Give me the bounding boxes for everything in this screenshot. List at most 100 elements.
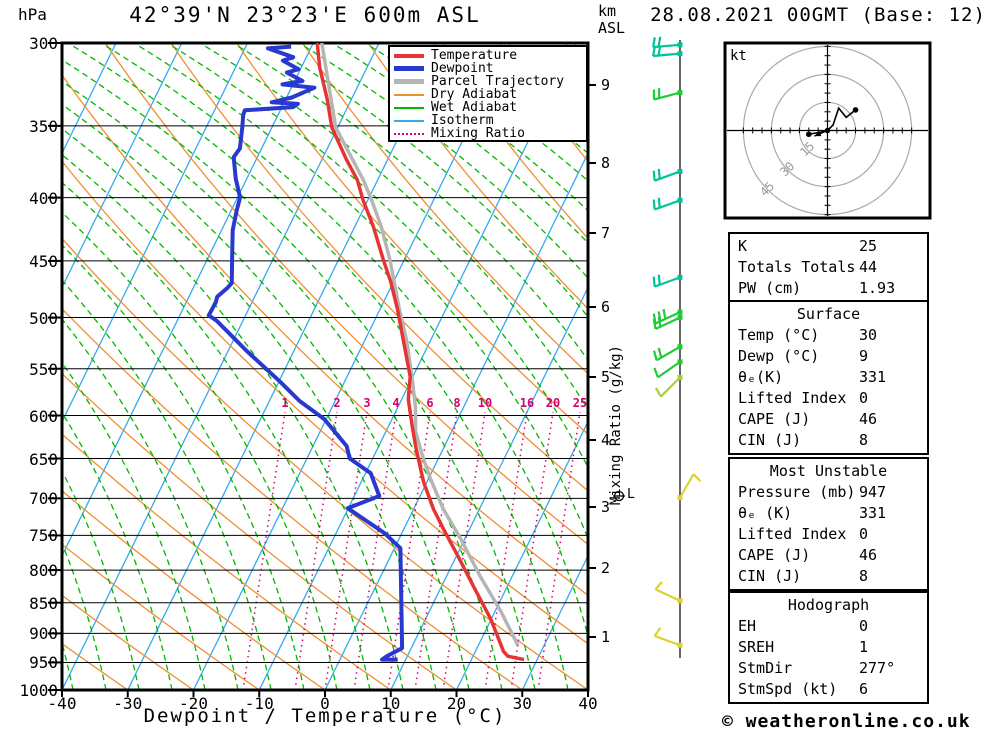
table-row-value: 30 [859, 326, 878, 344]
pressure-tick-label: 850 [29, 593, 58, 613]
table-row-value: 8 [859, 567, 869, 585]
pressure-tick-label: 550 [29, 359, 58, 379]
table-row-label: K [738, 237, 748, 255]
stats-table-surface: Surface Temp (°C) 30 Dewp (°C) 9 θₑ(K) 331 Lift… [728, 300, 929, 455]
table-row-value: 25 [859, 237, 878, 255]
table-row-label: CIN (J) [738, 567, 802, 585]
date-title: 28.08.2021 00GMT (Base: 12) [650, 4, 986, 26]
wind-barb [652, 168, 683, 182]
wind-barb-shaft [660, 376, 681, 398]
dry-adiabat-line [62, 307, 523, 690]
table-row-value: 331 [859, 504, 887, 522]
pressure-tick-label: 750 [29, 526, 58, 546]
wind-barb-shaft [654, 170, 681, 182]
wind-barb-shaft [656, 345, 681, 362]
legend-label: Wet Adiabat [431, 100, 518, 115]
wind-barb-tick [654, 581, 663, 591]
km-tick-label: 2 [601, 559, 611, 577]
wet-adiabat-line [62, 244, 305, 690]
temperature-curve [315, 42, 525, 662]
isotherm-line [62, 43, 314, 558]
wind-barb-tick [662, 308, 667, 320]
table-row: CAPE (J) 46 [730, 545, 927, 566]
wind-barb-tick [653, 627, 662, 637]
mixing-ratio-value-label: 1 [281, 396, 289, 410]
table-row-label: Dewp (°C) [738, 347, 820, 365]
wind-barb-shaft [655, 316, 681, 330]
wind-barb [652, 344, 683, 362]
wind-barb-tick [657, 316, 662, 327]
dry-adiabat-line [62, 594, 194, 690]
table-row-label: SREH [738, 638, 775, 656]
temp-tick-label: 30 [512, 694, 532, 713]
table-row: CIN (J) 8 [730, 430, 927, 451]
wind-barb [654, 581, 683, 604]
hodograph-storm-arrowhead [814, 131, 822, 137]
isotherm-line [62, 43, 380, 690]
table-row: EH 0 [730, 616, 927, 637]
lcl-marker-label: L [627, 487, 635, 502]
legend-box: Temperature Dewpoint Parcel Trajectory Dry … [388, 45, 588, 142]
wet-adiabat-line [62, 154, 404, 690]
temp-tick-label: 40 [578, 694, 598, 713]
legend-line-sample [394, 93, 424, 96]
wind-barb [652, 45, 683, 58]
wind-barb-tick [652, 350, 658, 361]
hodograph-group [727, 45, 928, 216]
pressure-tick-label: 400 [29, 188, 58, 208]
wind-barb-tick [652, 199, 656, 210]
table-row-value: 277° [859, 659, 896, 677]
asl-label: ASL [598, 19, 626, 37]
km-tick-label: 5 [601, 368, 611, 386]
wet-adiabat-line [62, 318, 239, 690]
temp-tick-label: 20 [446, 694, 467, 713]
table-row: K 25 [730, 236, 927, 257]
temp-tick-label: -10 [244, 694, 274, 713]
wind-barb [653, 359, 683, 379]
table-row-value: 1.93 [859, 279, 896, 297]
wet-adiabat-line [62, 541, 107, 690]
wind-barb-shaft [653, 52, 681, 58]
pressure-tick-label: 650 [29, 449, 58, 469]
temp-tick-label: -30 [113, 694, 143, 713]
wind-barb-shaft [654, 634, 681, 647]
wind-barb-shaft [679, 473, 695, 499]
table-row: StmDir 277° [730, 658, 927, 679]
km-axis-header: km ASL [598, 3, 625, 37]
table-row-value: 947 [859, 483, 887, 501]
mixing-ratio-value-label: 3 [363, 396, 371, 410]
dry-adiabat-line [62, 543, 260, 690]
table-row-label: CIN (J) [738, 431, 802, 449]
wet-adiabat-line [100, 43, 588, 639]
table-row-value: 46 [859, 546, 878, 564]
hodograph-trace-dot [806, 131, 812, 138]
legend-row: Dewpoint [394, 62, 582, 75]
table-title: Surface [796, 305, 861, 323]
table-row-label: Pressure (mb) [738, 483, 856, 501]
table-row-label: CAPE (J) [738, 410, 811, 428]
wind-barb [652, 274, 683, 288]
wind-barb [652, 315, 683, 330]
dewpoint-curve [206, 44, 405, 662]
table-row-label: θₑ (K) [738, 504, 793, 522]
legend-row: Dry Adiabat [394, 88, 582, 101]
wet-adiabat-line [199, 43, 588, 411]
wind-barb-tick [657, 347, 663, 358]
km-tick-label: 7 [601, 224, 611, 242]
table-title: Most Unstable [769, 462, 888, 480]
mixing-ratio-line [510, 411, 554, 690]
table-row: CAPE (J) 46 [730, 409, 927, 430]
table-row: θₑ(K) 331 [730, 367, 927, 388]
table-row-label: Temp (°C) [738, 326, 820, 344]
table-row-label: θₑ(K) [738, 368, 784, 386]
table-row-label: Lifted Index [738, 389, 847, 407]
isotherm-line [390, 285, 588, 690]
dry-adiabat-line [62, 237, 588, 690]
legend-label: Temperature [431, 48, 518, 63]
wind-barb-tick [692, 473, 702, 483]
legend-label: Mixing Ratio [431, 126, 525, 141]
mixing-ratio-value-label: 16 [519, 396, 535, 410]
pressure-tick-label: 950 [29, 653, 58, 673]
km-tick-label: 6 [601, 298, 611, 316]
legend-line-sample [394, 79, 424, 84]
